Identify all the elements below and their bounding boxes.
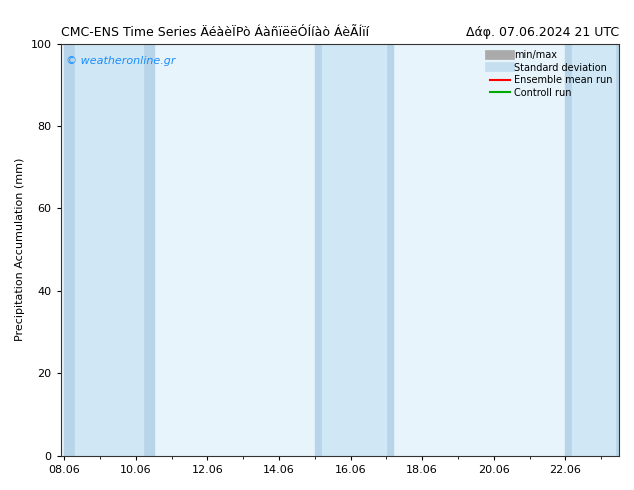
Y-axis label: Precipitation Accumulation (mm): Precipitation Accumulation (mm) (15, 158, 25, 342)
Legend: min/max, Standard deviation, Ensemble mean run, Controll run: min/max, Standard deviation, Ensemble me… (488, 49, 614, 99)
Bar (314, 44, 394, 456)
Bar (322, 44, 386, 456)
Text: Δάφ. 07.06.2024 21 UTC: Δάφ. 07.06.2024 21 UTC (466, 25, 619, 39)
Bar (573, 44, 616, 456)
Bar (64, 44, 153, 456)
Bar (566, 44, 619, 456)
Text: © weatheronline.gr: © weatheronline.gr (66, 56, 176, 66)
Text: CMC-ENS Time Series ÄéàèÏPò ÁàñïëëÓÍíàò ÁèÃÍïí: CMC-ENS Time Series ÄéàèÏPò ÁàñïëëÓÍíàò … (61, 25, 369, 39)
Bar (75, 44, 143, 456)
